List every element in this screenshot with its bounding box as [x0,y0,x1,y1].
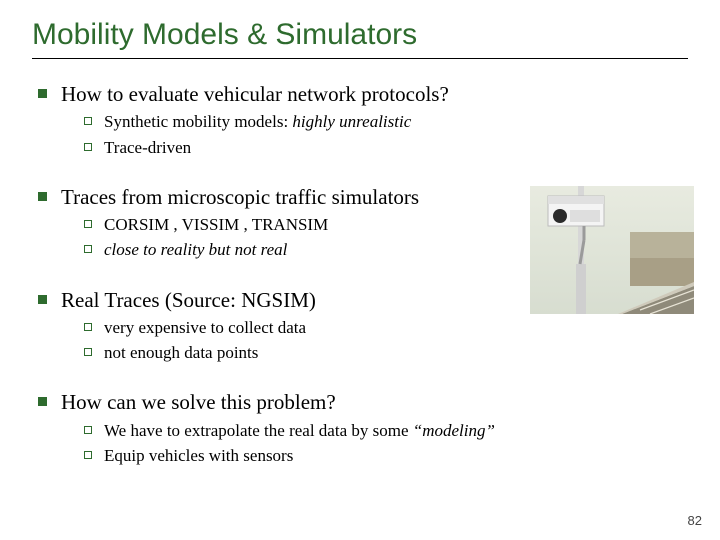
title-rule [32,58,688,59]
subbullet-text: not enough data points [104,342,258,363]
subbullet-text: Trace-driven [104,137,191,158]
bullet-level1: How to evaluate vehicular network protoc… [38,81,688,107]
hollow-bullet-icon [84,426,92,434]
square-bullet-icon [38,89,47,98]
bullet-level2: not enough data points [84,342,688,363]
bullet-text: How can we solve this problem? [61,389,336,415]
bullet-level2: Synthetic mobility models: highly unreal… [84,111,688,132]
square-bullet-icon [38,295,47,304]
highway-camera-photo [530,186,694,314]
hollow-bullet-icon [84,451,92,459]
hollow-bullet-icon [84,348,92,356]
square-bullet-icon [38,192,47,201]
bullet-text: Real Traces (Source: NGSIM) [61,287,316,313]
slide-title: Mobility Models & Simulators [32,18,688,52]
bullet-level2: Trace-driven [84,137,688,158]
bullet-text: Traces from microscopic traffic simulato… [61,184,419,210]
bullet-level1: How can we solve this problem? [38,389,688,415]
subbullet-text: We have to extrapolate the real data by … [104,420,495,441]
subbullet-text: Synthetic mobility models: highly unreal… [104,111,411,132]
subbullet-text: CORSIM , VISSIM , TRANSIM [104,214,328,235]
square-bullet-icon [38,397,47,406]
bullet-level2: Equip vehicles with sensors [84,445,688,466]
hollow-bullet-icon [84,220,92,228]
bullet-level2: We have to extrapolate the real data by … [84,420,688,441]
bullet-level2: very expensive to collect data [84,317,688,338]
hollow-bullet-icon [84,245,92,253]
subbullet-text: very expensive to collect data [104,317,306,338]
hollow-bullet-icon [84,117,92,125]
hollow-bullet-icon [84,143,92,151]
hollow-bullet-icon [84,323,92,331]
bullet-text: How to evaluate vehicular network protoc… [61,81,449,107]
page-number: 82 [688,513,702,528]
subbullet-text: Equip vehicles with sensors [104,445,293,466]
slide: Mobility Models & Simulators How to eval… [0,0,720,540]
subbullet-text: close to reality but not real [104,239,287,260]
